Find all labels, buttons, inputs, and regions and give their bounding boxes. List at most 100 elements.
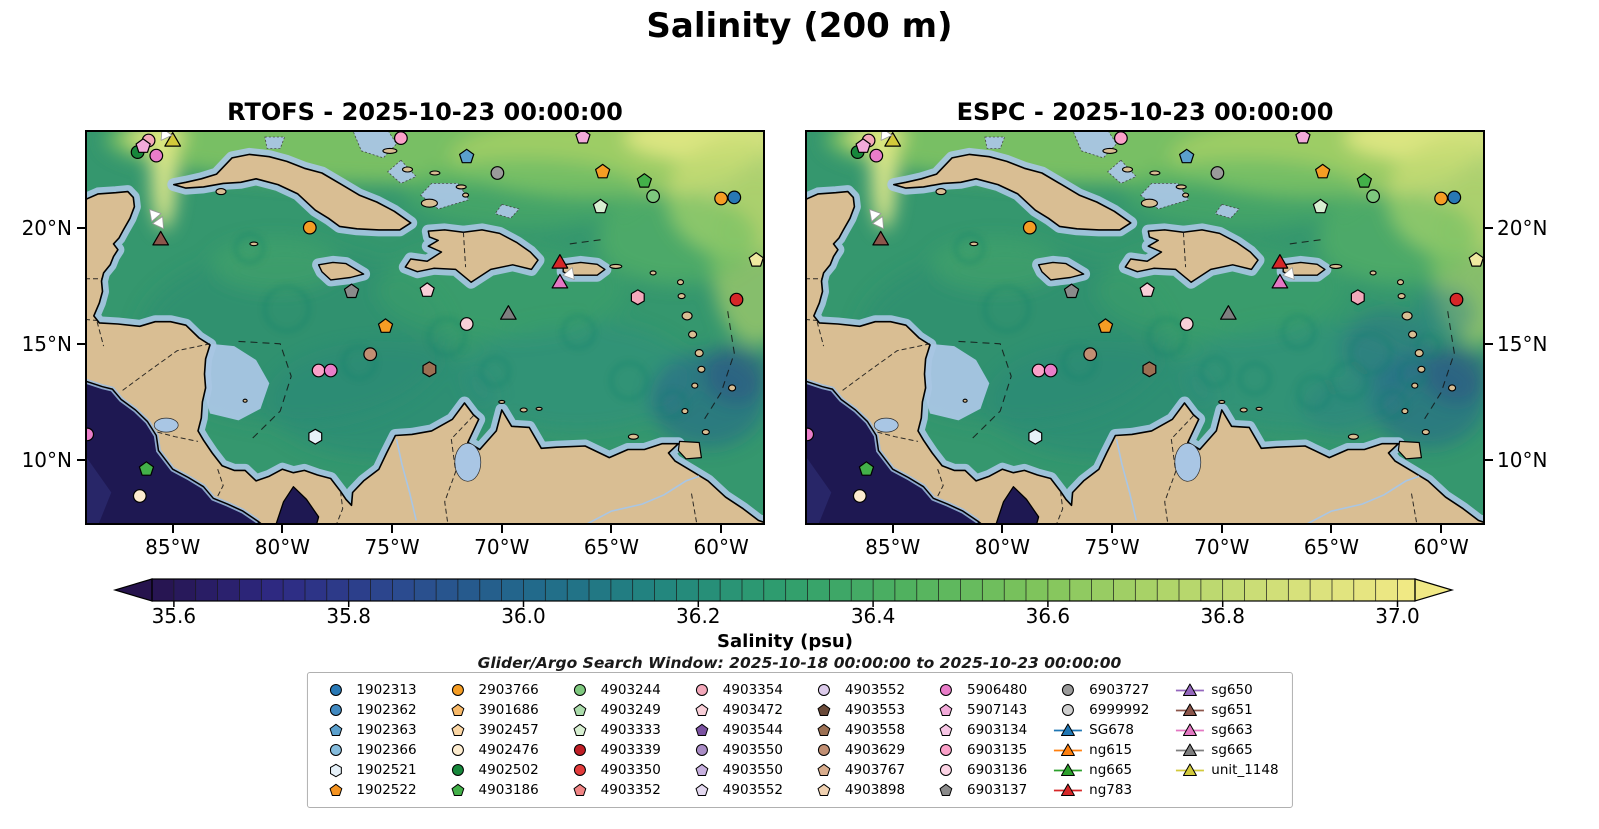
map-marker: [1447, 190, 1462, 205]
legend-item: 1902363: [320, 722, 417, 738]
legend-label: 5907143: [967, 702, 1028, 718]
glider-marker-icon: [1176, 723, 1205, 736]
legend-label: sg651: [1211, 702, 1253, 718]
float-marker-icon: [695, 783, 709, 796]
legend-item: 4903552: [687, 782, 783, 798]
map-marker: [1097, 318, 1114, 333]
legend-item: 6903136: [931, 762, 1027, 778]
map-marker: [1220, 305, 1237, 320]
lon-tick-label: 85°W: [145, 535, 201, 559]
map-marker: [852, 489, 867, 503]
float-marker-icon: [817, 723, 831, 736]
legend-label: ng783: [1089, 782, 1133, 798]
legend-item: 1902366: [320, 742, 417, 758]
float-marker-icon: [451, 684, 464, 696]
float-marker-icon: [695, 703, 709, 716]
legend-item: 4902502: [443, 762, 539, 778]
legend-label: unit_1148: [1211, 762, 1279, 778]
map-marker: [311, 363, 326, 378]
lon-tick: [720, 525, 723, 533]
lon-tick-label: 85°W: [865, 535, 921, 559]
map-marker: [646, 189, 660, 204]
map-espc: [805, 130, 1485, 525]
legend-item: 6903135: [931, 742, 1027, 758]
legend-item: 1902313: [320, 682, 417, 698]
eddy-swirls: [234, 233, 688, 419]
legend-label: ng615: [1089, 742, 1133, 758]
legend-item: 2903766: [443, 682, 539, 698]
map-marker: [377, 318, 394, 333]
legend-label: 4903552: [722, 782, 783, 798]
glider-track-arrow: [1282, 267, 1295, 280]
legend-item: 4903249: [565, 702, 661, 718]
map-marker: [1028, 428, 1043, 445]
legend-label: 3901686: [478, 702, 539, 718]
map-marker: [363, 347, 378, 362]
float-marker-icon: [451, 723, 464, 736]
glider-marker-icon: [1054, 723, 1083, 736]
lon-tick: [610, 525, 613, 533]
lon-tick: [1220, 525, 1223, 533]
colorbar: [112, 578, 1455, 607]
colorbar-tick-label: 36.8: [1200, 604, 1245, 628]
float-marker-icon: [329, 704, 342, 716]
legend-item: 4903898: [809, 782, 905, 798]
legend-item: 4903550: [687, 762, 783, 778]
legend-item: 4903352: [565, 782, 661, 798]
map-rtofs: [85, 130, 765, 525]
map-marker: [1043, 363, 1058, 378]
figure-title: Salinity (200 m): [646, 6, 953, 46]
float-marker-icon: [573, 764, 586, 776]
lon-tick: [281, 525, 284, 533]
map-marker: [1179, 317, 1194, 331]
float-marker-icon: [1062, 684, 1075, 696]
legend-label: sg650: [1211, 682, 1253, 698]
float-marker-icon: [573, 684, 586, 696]
legend-label: 1902366: [356, 742, 417, 758]
map-marker: [152, 230, 170, 246]
legend-label: 4903350: [600, 762, 661, 778]
glider-track-arrow: [149, 209, 162, 222]
colorbar-tick-label: 35.8: [326, 604, 371, 628]
float-marker-icon: [817, 703, 831, 716]
float-marker-icon: [573, 723, 587, 736]
map-marker: [394, 131, 408, 146]
legend-label: 4903544: [722, 722, 783, 738]
map-marker: [459, 317, 474, 331]
glider-track-arrow: [872, 216, 884, 230]
lat-tick-label: 15°N: [1497, 331, 1548, 356]
lat-tick: [1485, 458, 1493, 461]
legend-item: 1902362: [320, 702, 417, 718]
map-marker: [1356, 173, 1373, 188]
colorbar-tick-label: 36.6: [1025, 604, 1071, 628]
map-marker: [855, 138, 871, 153]
map-marker: [459, 148, 475, 164]
lon-tick-label: 75°W: [364, 535, 420, 559]
float-marker-icon: [1062, 704, 1075, 716]
legend-item: 6903727: [1053, 682, 1149, 698]
legend-item: 1902522: [320, 782, 417, 798]
map-marker: [422, 361, 437, 378]
float-marker-icon: [695, 684, 708, 696]
map-marker: [419, 282, 435, 297]
map-marker: [1031, 363, 1046, 378]
map-frame: [805, 130, 1485, 525]
legend-item: sg665: [1175, 742, 1278, 758]
lon-tick-label: 75°W: [1084, 535, 1140, 559]
legend-label: 4903898: [844, 782, 906, 798]
map-marker: [592, 198, 609, 214]
legend-label: 4903550: [722, 742, 783, 758]
float-marker-icon: [695, 744, 708, 756]
legend-item: 4903354: [687, 682, 783, 698]
legend-item: ng783: [1053, 782, 1149, 798]
float-marker-icon: [939, 723, 953, 736]
legend-label: SG678: [1089, 722, 1134, 738]
map-marker: [1312, 198, 1329, 214]
legend-item: 3902457: [443, 722, 539, 738]
legend-label: 4903333: [600, 722, 661, 738]
lon-tick: [391, 525, 394, 533]
float-marker-icon: [329, 723, 342, 736]
lat-tick: [1485, 342, 1493, 345]
pacific-ocean: [805, 380, 983, 525]
